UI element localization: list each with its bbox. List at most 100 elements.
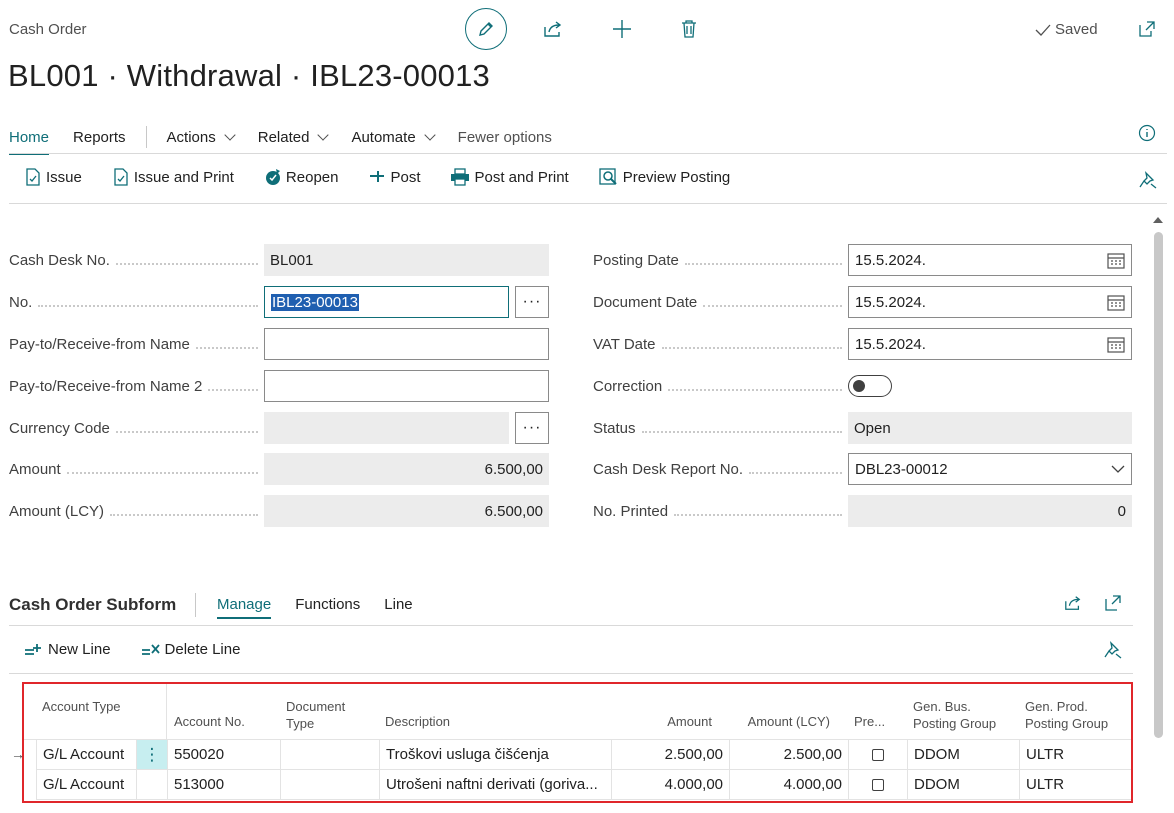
- cell-pre[interactable]: [848, 740, 907, 770]
- col-header-document-type[interactable]: Document Type: [286, 699, 346, 731]
- tab-reports[interactable]: Reports: [73, 128, 126, 146]
- subform-tab-line[interactable]: Line: [384, 596, 413, 613]
- document-date-field[interactable]: 15.5.2024.: [848, 286, 1132, 318]
- info-button[interactable]: [1137, 123, 1157, 143]
- no-field[interactable]: IBL23-00013: [264, 286, 509, 318]
- tab-related[interactable]: Related: [258, 129, 330, 146]
- pencil-icon: [479, 22, 493, 36]
- subform-share-button[interactable]: [1062, 593, 1084, 613]
- col-header-amount[interactable]: Amount: [667, 714, 712, 729]
- table-row[interactable]: G/L Account 513000 Utrošeni naftni deriv…: [24, 770, 1131, 800]
- cell-amount-lcy[interactable]: 2.500,00: [729, 740, 848, 770]
- row-menu-cell[interactable]: [136, 770, 167, 800]
- cell-account-type[interactable]: G/L Account: [36, 740, 136, 770]
- subform-pin-button[interactable]: [1102, 640, 1124, 660]
- fewer-options-button[interactable]: Fewer options: [457, 128, 552, 146]
- col-header-account-no[interactable]: Account No.: [174, 714, 245, 729]
- action-tab-bar: Home Reports Actions Related Automate Fe…: [9, 120, 576, 155]
- new-line-button[interactable]: New Line: [24, 641, 111, 658]
- cell-gen-bus[interactable]: DDOM: [907, 770, 1019, 800]
- cell-amount-lcy[interactable]: 4.000,00: [729, 770, 848, 800]
- no-assist-button[interactable]: ···: [515, 286, 549, 318]
- cell-amount[interactable]: 4.000,00: [611, 770, 729, 800]
- cell-description[interactable]: Utrošeni naftni derivati (goriva...: [379, 770, 611, 800]
- label-leader: [110, 513, 258, 516]
- col-header-pre[interactable]: Pre...: [854, 714, 886, 729]
- share-icon: [544, 21, 562, 37]
- calendar-icon[interactable]: [1107, 252, 1125, 269]
- table-row[interactable]: → G/L Account ⋮ 550020 Troškovi usluga č…: [11, 739, 1131, 770]
- cash-desk-report-no-select[interactable]: DBL23-00012: [848, 453, 1132, 485]
- col-header-gen-bus[interactable]: Gen. Bus. Posting Group: [913, 699, 997, 731]
- vat-date-label: VAT Date: [593, 336, 848, 353]
- col-header-account-type[interactable]: Account Type: [42, 699, 121, 714]
- tab-automate-label: Automate: [351, 128, 416, 146]
- cash-desk-no-field: BL001: [264, 244, 549, 276]
- cell-gen-bus[interactable]: DDOM: [907, 740, 1019, 770]
- cell-document-type[interactable]: [280, 770, 379, 800]
- cash-desk-no-label: Cash Desk No.: [9, 252, 264, 269]
- delete-button[interactable]: [677, 17, 701, 41]
- subform-title[interactable]: Cash Order Subform: [9, 595, 177, 614]
- row-menu-button[interactable]: ⋮: [136, 740, 167, 770]
- label-leader: [641, 430, 842, 433]
- label-leader: [674, 513, 842, 516]
- post-and-print-button[interactable]: Post and Print: [450, 168, 569, 186]
- posting-date-field[interactable]: 15.5.2024.: [848, 244, 1132, 276]
- pre-checkbox[interactable]: [872, 778, 884, 791]
- vat-date-field[interactable]: 15.5.2024.: [848, 328, 1132, 360]
- correction-toggle[interactable]: [848, 375, 892, 397]
- pay-to-name2-field[interactable]: [264, 370, 549, 402]
- calendar-icon[interactable]: [1107, 336, 1125, 353]
- cell-account-no[interactable]: 513000: [167, 770, 280, 800]
- subform-action-bar: New Line Delete Line: [24, 641, 240, 658]
- pre-checkbox[interactable]: [872, 748, 884, 761]
- divider: [9, 153, 1167, 154]
- cell-description[interactable]: Troškovi usluga čišćenja: [379, 740, 611, 770]
- calendar-icon[interactable]: [1107, 294, 1125, 311]
- amount-lcy-label-text: Amount (LCY): [9, 503, 105, 520]
- subform-expand-button[interactable]: [1102, 593, 1124, 613]
- cell-gen-prod[interactable]: ULTR: [1019, 740, 1131, 770]
- scroll-up-arrow-icon[interactable]: [1153, 217, 1163, 223]
- label-leader: [115, 430, 258, 433]
- tab-automate[interactable]: Automate: [351, 128, 436, 146]
- cell-amount[interactable]: 2.500,00: [611, 740, 729, 770]
- new-button[interactable]: [610, 17, 634, 41]
- share-button[interactable]: [541, 17, 565, 41]
- cash-desk-no-label-text: Cash Desk No.: [9, 252, 110, 269]
- cell-gen-prod[interactable]: ULTR: [1019, 770, 1131, 800]
- label-leader: [66, 471, 258, 474]
- col-header-description[interactable]: Description: [385, 714, 451, 729]
- cell-account-no[interactable]: 550020: [167, 740, 280, 770]
- posting-date-value: 15.5.2024.: [855, 251, 926, 269]
- tab-home[interactable]: Home: [9, 128, 50, 155]
- tab-actions[interactable]: Actions: [166, 128, 236, 146]
- edit-button[interactable]: [465, 8, 507, 50]
- chevron-down-icon: [224, 129, 236, 141]
- open-new-window-icon: [1139, 21, 1155, 37]
- post-button[interactable]: Post: [368, 168, 420, 186]
- no-printed-field: 0: [848, 495, 1132, 527]
- col-header-amount-lcy[interactable]: Amount (LCY): [747, 714, 830, 729]
- delete-line-button[interactable]: Delete Line: [141, 641, 240, 658]
- pay-to-name-field[interactable]: [264, 328, 549, 360]
- tab-actions-label: Actions: [166, 128, 216, 146]
- reopen-button[interactable]: Reopen: [264, 168, 338, 186]
- cell-pre[interactable]: [848, 770, 907, 800]
- issue-and-print-button[interactable]: Issue and Print: [112, 168, 234, 186]
- reopen-icon: [265, 169, 280, 185]
- subform-tab-functions[interactable]: Functions: [295, 596, 361, 613]
- label-leader: [38, 304, 258, 307]
- col-header-gen-prod[interactable]: Gen. Prod. Posting Group: [1025, 699, 1109, 731]
- pin-action-bar-button[interactable]: [1137, 170, 1159, 190]
- issue-button[interactable]: Issue: [24, 168, 82, 186]
- cell-document-type[interactable]: [280, 740, 379, 770]
- preview-posting-button[interactable]: Preview Posting: [599, 168, 730, 186]
- currency-code-assist-button[interactable]: ···: [515, 412, 549, 444]
- subform-tab-manage[interactable]: Manage: [217, 596, 272, 619]
- cell-account-type[interactable]: G/L Account: [36, 770, 136, 800]
- vertical-scrollbar[interactable]: [1154, 232, 1163, 738]
- open-new-window-button[interactable]: [1136, 18, 1158, 40]
- document-date-label-text: Document Date: [593, 294, 698, 311]
